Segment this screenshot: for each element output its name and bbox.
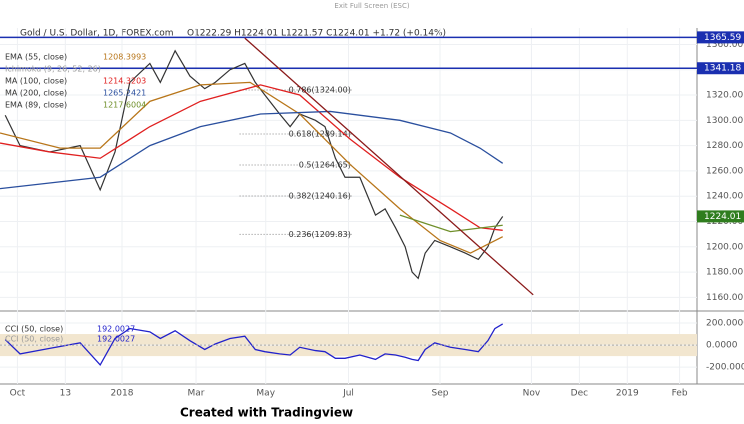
legend-name: MA (200, close) bbox=[5, 89, 67, 98]
last-price-label: 1224.01 bbox=[704, 212, 741, 222]
trendline bbox=[244, 37, 534, 296]
fib-label: 0.786(1324.00) bbox=[289, 85, 351, 94]
x-tick-label: Sep bbox=[431, 389, 448, 399]
y-tick-label: 1180.00 bbox=[706, 268, 743, 278]
legend-name: EMA (89, close) bbox=[5, 101, 67, 110]
chart-title: Gold / U.S. Dollar, 1D, FOREX.com bbox=[20, 29, 174, 39]
y-tick-label: 1200.00 bbox=[706, 242, 743, 252]
series-line bbox=[4, 323, 504, 367]
caption: Created with Tradingview bbox=[180, 406, 353, 420]
y-tick-label: 0.0000 bbox=[706, 341, 738, 351]
series-line bbox=[0, 110, 504, 190]
legend-value: 1265.2421 bbox=[103, 89, 146, 98]
y-tick-label: 1360.00 bbox=[706, 40, 743, 50]
legend-name: MA (100, close) bbox=[5, 77, 67, 86]
x-tick-label: 2019 bbox=[616, 389, 639, 399]
x-tick-label: 13 bbox=[60, 389, 71, 399]
fib-label: 0.5(1264.65) bbox=[299, 161, 351, 170]
y-tick-label: 200.0000 bbox=[706, 319, 744, 329]
x-tick-label: Oct bbox=[10, 389, 26, 399]
legend-name: Ichimoku (9, 26, 52, 26) bbox=[5, 65, 101, 74]
y-tick-label: 1280.00 bbox=[706, 141, 743, 151]
legend-value: 1214.3203 bbox=[103, 77, 146, 86]
fib-label: 0.382(1240.16) bbox=[289, 191, 351, 200]
x-tick-label: 2018 bbox=[111, 389, 134, 399]
x-tick-label: Feb bbox=[672, 389, 688, 399]
x-tick-label: Mar bbox=[188, 389, 205, 399]
x-tick-label: Jul bbox=[342, 389, 354, 399]
x-tick-label: May bbox=[256, 389, 275, 399]
legend-name: CCI (50, close) bbox=[5, 325, 63, 334]
fib-label: 0.236(1209.83) bbox=[289, 230, 351, 239]
series-line bbox=[399, 214, 503, 233]
last-price-tag bbox=[697, 210, 744, 223]
y-tick-label: 1300.00 bbox=[706, 116, 743, 126]
legend-value: 1208.3993 bbox=[103, 53, 146, 62]
ohlc: O1222.29 H1224.01 L1221.57 C1224.01 +1.7… bbox=[187, 29, 446, 39]
x-tick-label: Dec bbox=[571, 389, 588, 399]
price-tag-label: 1365.59 bbox=[704, 33, 741, 43]
x-tick-label: Nov bbox=[523, 389, 541, 399]
y-tick-label: -200.0000 bbox=[706, 363, 744, 373]
legend-name: EMA (55, close) bbox=[5, 53, 67, 62]
price-tag bbox=[697, 62, 744, 75]
y-tick-label: 1260.00 bbox=[706, 166, 743, 176]
legend-value: 1217.6004 bbox=[103, 101, 146, 110]
legend-name: CCI (50, close) bbox=[5, 335, 63, 344]
y-tick-label: 1240.00 bbox=[706, 192, 743, 202]
price-tag bbox=[697, 31, 744, 44]
legend-value: 192.0027 bbox=[97, 335, 135, 344]
series-line bbox=[0, 81, 504, 254]
legend-value: 192.0027 bbox=[97, 325, 135, 334]
price-tag-label: 1341.18 bbox=[704, 64, 741, 74]
y-tick-label: 1320.00 bbox=[706, 91, 743, 101]
y-tick-label: 1160.00 bbox=[706, 293, 743, 303]
series-line bbox=[0, 84, 503, 231]
exit-fullscreen[interactable]: Exit Full Screen (ESC) bbox=[334, 2, 409, 10]
